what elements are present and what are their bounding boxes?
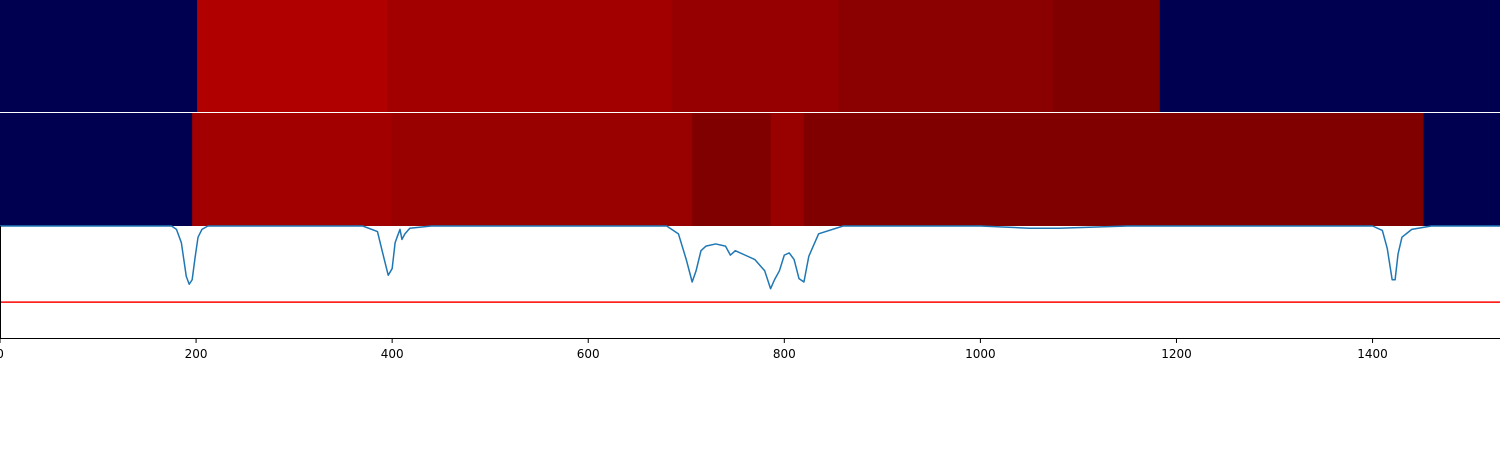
x-tick-label: 1000	[965, 347, 996, 361]
segment-row-top	[0, 0, 1500, 112]
segment-row-0-block-2	[387, 0, 673, 112]
segment-row-0-block-0	[0, 0, 198, 112]
segment-row-0-block-6	[1159, 0, 1500, 112]
x-tick-label: 1400	[1357, 347, 1388, 361]
x-tick-label: 1200	[1161, 347, 1192, 361]
segment-row-0-block-3	[671, 0, 839, 112]
segment-row-0-block-4	[838, 0, 1054, 112]
segment-row-1-block-2	[392, 113, 693, 226]
segment-row-0-block-1	[197, 0, 388, 112]
x-tick-label: 400	[381, 347, 404, 361]
segment-row-1-block-4	[770, 113, 805, 226]
segment-row-1-block-6	[1423, 113, 1500, 226]
x-tick-label: 800	[773, 347, 796, 361]
signal-panel	[0, 225, 1500, 338]
segment-row-1-block-1	[192, 113, 393, 226]
x-axis-ticks: 0 200 400 600 800 1000 1200 1400	[0, 338, 1388, 361]
x-tick-label: 600	[577, 347, 600, 361]
x-tick-label: 200	[185, 347, 208, 361]
x-tick-label: 0	[0, 347, 4, 361]
segment-row-1-block-5	[803, 113, 1425, 226]
signal-curve	[0, 225, 1500, 290]
segment-row-1-block-0	[0, 113, 193, 226]
segment-row-0-block-5	[1052, 0, 1161, 112]
segment-row-1-block-3	[692, 113, 772, 226]
segment-row-bottom	[0, 113, 1500, 226]
